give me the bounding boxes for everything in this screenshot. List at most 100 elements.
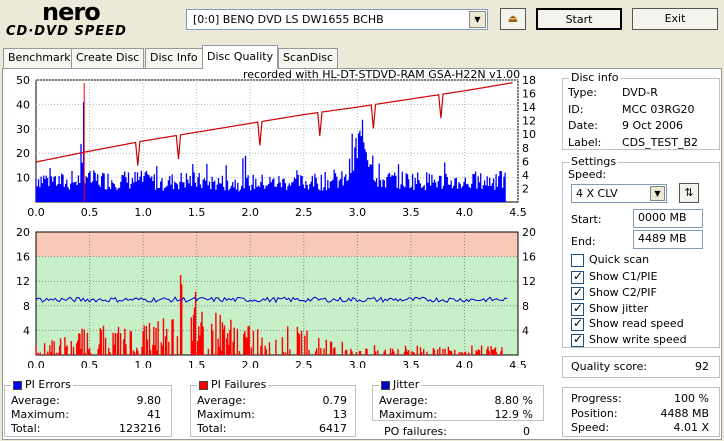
speed-readout-value: 4.01 X: [673, 421, 709, 434]
chevron-down-icon[interactable]: ▼: [469, 11, 486, 28]
pi-failures-x-tick: 2.5: [295, 359, 313, 368]
tab-disc-info[interactable]: Disc Info: [145, 48, 203, 68]
pi-errors-x-tick: 1.5: [188, 206, 206, 219]
show-write-speed-label: Show write speed: [589, 333, 687, 346]
jitter-title: Jitter: [379, 378, 422, 391]
eject-button[interactable]: ⏏: [500, 8, 526, 30]
pi-failures-y-tick-right: 16: [522, 251, 536, 264]
start-input[interactable]: 0000 MB: [633, 209, 703, 228]
show-jitter-checkbox[interactable]: [571, 301, 584, 316]
drive-select[interactable]: [0:0] BENQ DVD LS DW1655 BCHB ▼: [186, 9, 488, 30]
jitter-average-value: 8.80 %: [494, 394, 533, 407]
pi-errors-title-text: PI Errors: [25, 378, 71, 391]
quick-scan-checkbox[interactable]: [571, 254, 584, 267]
disc-date-label: Date:: [568, 119, 598, 132]
pi-failures-bars: [35, 275, 503, 355]
end-input[interactable]: 4489 MB: [633, 230, 703, 249]
progress-group: Progress: 100 % Position: 4488 MB Speed:…: [562, 387, 720, 437]
drive-select-value: [0:0] BENQ DVD LS DW1655 BCHB: [193, 13, 384, 26]
pi-errors-y-tick-right: 16: [522, 88, 536, 101]
show-c1-pie-checkbox[interactable]: [571, 269, 584, 284]
pi-errors-average-label: Average:: [11, 394, 60, 407]
pi-errors-average-value: 9.80: [136, 394, 162, 407]
exit-button[interactable]: Exit: [632, 8, 718, 30]
progress-value: 100 %: [674, 392, 709, 405]
jitter-line: [35, 296, 508, 304]
disc-type-value: DVD-R: [622, 86, 658, 99]
po-failures-label: PO failures:: [384, 425, 447, 438]
pi-failures-maximum-row: Maximum: 13: [197, 408, 347, 421]
pi-errors-x-tick: 3.0: [349, 206, 367, 219]
tab-disc-quality[interactable]: Disc Quality: [202, 45, 279, 69]
pi-errors-total-label: Total:: [11, 422, 41, 435]
pi-failures-y-tick-right: 20: [522, 226, 536, 239]
pi-errors-y-tick-right: 4: [522, 169, 529, 182]
show-write-speed-checkbox[interactable]: [571, 332, 584, 347]
start-button[interactable]: Start: [536, 8, 622, 30]
pi-failures-x-tick: 3.0: [349, 359, 367, 368]
pi-failures-average-row: Average: 0.79: [197, 394, 347, 407]
quality-score-label: Quality score:: [571, 360, 648, 373]
disc-id-value: MCC 03RG20: [622, 103, 695, 116]
pi-failures-y-tick-left: 16: [16, 251, 30, 264]
pi-errors-y-tick-right: 18: [522, 74, 536, 87]
disc-type-label: Type:: [568, 86, 597, 99]
show-jitter-label: Show jitter: [589, 302, 649, 315]
pi-failures-title-text: PI Failures: [211, 378, 267, 391]
pi-failures-warning-band: [36, 232, 518, 257]
disc-label-label: Label:: [568, 136, 602, 149]
tab-benchmark[interactable]: Benchmark: [3, 48, 76, 68]
pi-failures-x-tick: 4.0: [456, 359, 474, 368]
pi-failures-x-tick: 2.0: [241, 359, 259, 368]
pi-errors-x-tick: 3.5: [402, 206, 420, 219]
jitter-group: Jitter Average: 8.80 % Maximum: 12.9 %: [372, 378, 544, 421]
show-read-speed-checkbox[interactable]: [571, 316, 584, 331]
pi-failures-x-tick: 1.5: [188, 359, 206, 368]
pi-errors-x-tick: 2.0: [241, 206, 259, 219]
pi-failures-y-tick-right: 12: [522, 275, 536, 288]
pi-errors-bars: [35, 102, 506, 202]
show-c1-pie-label: Show C1/PIE: [589, 270, 658, 283]
show-c2-pif-checkbox[interactable]: [571, 285, 584, 300]
tab-create-disc[interactable]: Create Disc: [71, 48, 145, 68]
refresh-speeds-button[interactable]: ⇅: [679, 183, 699, 203]
jitter-title-text: Jitter: [393, 378, 420, 391]
pi-errors-y-tick-right: 10: [522, 128, 536, 141]
pi-errors-y-tick-right: 14: [522, 101, 536, 114]
jitter-color-icon: [381, 380, 390, 390]
pi-failures-x-tick: 4.5: [509, 359, 527, 368]
pi-errors-y-tick-left: 20: [16, 147, 30, 160]
chart-caption: recorded with HL-DT-STDVD-RAM GSA-H22N v…: [243, 68, 521, 81]
show-c2-pif-label: Show C2/PIF: [589, 286, 657, 299]
position-value: 4488 MB: [660, 407, 709, 420]
speed-select[interactable]: 4 X CLV ▼: [571, 184, 667, 203]
pi-failures-title: PI Failures: [197, 378, 269, 391]
pi-errors-average-row: Average: 9.80: [11, 394, 161, 407]
pi-errors-x-tick: 4.0: [456, 206, 474, 219]
pi-failures-x-tick: 0.5: [81, 359, 99, 368]
pi-errors-y-tick-right: 8: [522, 142, 529, 155]
speed-readout-label: Speed:: [571, 421, 610, 434]
eject-icon: ⏏: [507, 12, 519, 25]
show-read-speed-label: Show read speed: [589, 317, 684, 330]
pi-failures-x-tick: 1.0: [134, 359, 152, 368]
pi-failures-y-tick-right: 4: [522, 324, 529, 337]
pi-errors-maximum-row: Maximum: 41: [11, 408, 161, 421]
pi-failures-y-tick-right: 8: [522, 300, 529, 313]
pi-errors-x-tick: 2.5: [295, 206, 313, 219]
settings-title: Settings: [569, 155, 619, 168]
jitter-average-label: Average:: [379, 394, 428, 407]
logo-brand: nero: [42, 0, 101, 26]
pi-failures-average-label: Average:: [197, 394, 246, 407]
pi-failures-y-tick-left: 4: [23, 324, 30, 337]
pi-errors-x-tick: 0.5: [81, 206, 99, 219]
tab-scandisc[interactable]: ScanDisc: [278, 48, 339, 68]
end-label: End:: [571, 235, 596, 248]
chevron-down-icon[interactable]: ▼: [650, 186, 665, 201]
settings-group: Settings Speed: 4 X CLV ▼ ⇅ Start: 0000 …: [562, 155, 720, 348]
pi-errors-x-tick: 1.0: [134, 206, 152, 219]
pi-errors-x-tick: 0.0: [27, 206, 45, 219]
start-label: Start:: [571, 213, 602, 226]
